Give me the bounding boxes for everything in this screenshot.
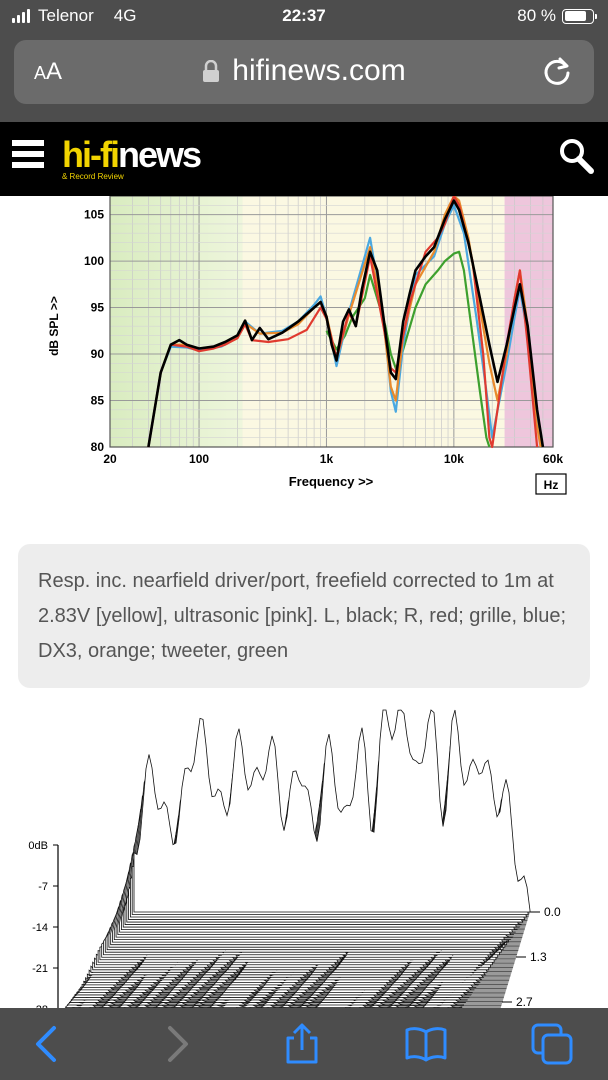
bass-region xyxy=(110,196,243,447)
y-tick-label: 85 xyxy=(91,394,105,408)
carrier-label: Telenor xyxy=(38,6,94,25)
series-line-l xyxy=(147,199,545,448)
waterfall-time-label: 0.0 xyxy=(544,905,561,919)
waterfall-svg: 0dB -7 -14 -21 -28 0.0 1.3 2.7 xyxy=(28,709,561,1010)
waterfall-y-label: -21 xyxy=(32,963,48,975)
reload-icon[interactable] xyxy=(540,54,574,88)
text-size-button[interactable]: AA xyxy=(34,58,62,86)
x-tick-label: 10k xyxy=(444,452,464,466)
share-icon[interactable] xyxy=(280,1022,324,1066)
x-tick-label: 100 xyxy=(189,452,209,466)
y-tick-label: 95 xyxy=(91,301,105,315)
waterfall-plot: 0dB -7 -14 -21 -28 0.0 1.3 2.7 xyxy=(0,700,608,1010)
address-bar[interactable]: AA hifinews.com xyxy=(14,40,594,104)
url-display[interactable]: hifinews.com xyxy=(14,54,594,88)
y-tick-label: 90 xyxy=(91,347,105,361)
text-size-small-a: A xyxy=(34,63,47,83)
waterfall-y-label: -28 xyxy=(32,1004,48,1010)
x-unit-label: Hz xyxy=(544,478,559,492)
battery-fill xyxy=(564,11,587,21)
logo-subtitle: & Record Review xyxy=(62,172,124,181)
bookmarks-icon[interactable] xyxy=(404,1022,448,1066)
search-icon[interactable] xyxy=(556,136,596,176)
clock: 22:37 xyxy=(282,6,326,25)
y-tick-label: 100 xyxy=(84,254,104,268)
signal-strength-icon xyxy=(12,9,30,23)
y-tick-label: 80 xyxy=(91,440,105,454)
waterfall-y-label: -14 xyxy=(32,922,48,934)
frequency-response-chart: 80 85 90 95 100 105 20 100 1k 10k 60k Frequency >> d… xyxy=(0,194,608,506)
x-axis-label: Frequency >> xyxy=(289,474,374,489)
waterfall-time-label: 1.3 xyxy=(530,950,547,964)
waterfall-time-label: 2.7 xyxy=(516,995,533,1009)
y-tick-label: 105 xyxy=(84,208,104,222)
battery-icon xyxy=(562,8,597,24)
status-bar: Telenor 4G 22:37 80 % xyxy=(0,0,608,34)
browser-toolbar: AA hifinews.com xyxy=(0,34,608,122)
frequency-response-svg: 80 85 90 95 100 105 20 100 1k 10k 60k Frequency >> d… xyxy=(47,194,567,495)
menu-icon[interactable] xyxy=(12,140,44,172)
caption-text: Resp. inc. nearfield driver/port, freefi… xyxy=(38,570,567,662)
network-label: 4G xyxy=(113,6,137,25)
y-axis-label: dB SPL >> xyxy=(47,296,61,356)
forward-icon[interactable] xyxy=(156,1022,200,1066)
waterfall-y-label: 0dB xyxy=(28,840,48,852)
battery-percent: 80 % xyxy=(517,6,556,25)
lock-icon xyxy=(203,60,220,82)
text-size-large-a: A xyxy=(46,58,63,85)
x-tick-label: 1k xyxy=(320,452,334,466)
tabs-icon[interactable] xyxy=(530,1022,574,1066)
status-right: 80 % xyxy=(517,6,597,26)
x-tick-label: 20 xyxy=(103,452,117,466)
unit-box xyxy=(535,473,567,495)
back-icon[interactable] xyxy=(24,1022,68,1066)
browser-bottom-toolbar xyxy=(0,1008,608,1080)
waterfall-y-label: -7 xyxy=(38,881,48,893)
region-band xyxy=(242,196,505,447)
waterfall-slice xyxy=(133,709,531,913)
chart-caption: Resp. inc. nearfield driver/port, freefi… xyxy=(18,544,590,688)
site-logo[interactable]: hi-finews xyxy=(62,134,202,176)
plot-frame xyxy=(109,195,554,448)
url-text: hifinews.com xyxy=(232,54,406,87)
status-left: Telenor 4G xyxy=(12,6,136,26)
logo-news: news xyxy=(117,134,202,175)
logo-hifi: hi-fi xyxy=(62,134,120,175)
x-tick-label: 60k xyxy=(543,452,563,466)
site-header: hi-finews & Record Review xyxy=(0,122,608,196)
